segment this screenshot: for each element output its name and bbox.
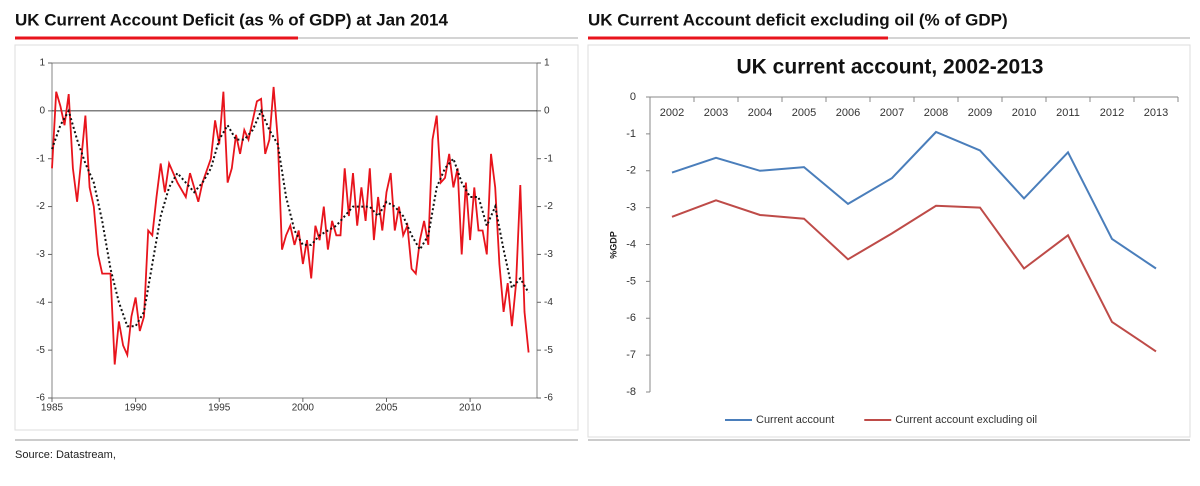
y-tick-label: -6 — [36, 393, 45, 404]
y-tick-label: -8 — [626, 386, 636, 398]
y-tick-label: -4 — [36, 297, 45, 308]
x-tick-label: 2010 — [459, 403, 482, 414]
x-tick-label: 2005 — [792, 107, 816, 119]
chart-frame — [587, 44, 1191, 438]
x-tick-label: 2012 — [1100, 107, 1124, 119]
x-tick-label: 2007 — [880, 107, 904, 119]
x-tick-label: 1990 — [124, 403, 147, 414]
x-tick-label: 2013 — [1144, 107, 1168, 119]
y-tick-label: -3 — [36, 249, 45, 260]
y2-tick-label: 1 — [544, 58, 550, 69]
y-tick-label: -2 — [626, 165, 636, 177]
panel-title: UK Current Account Deficit (as % of GDP)… — [15, 10, 449, 29]
y-tick-label: -1 — [626, 128, 636, 140]
y-tick-label: -3 — [626, 202, 636, 214]
y-tick-label: 1 — [39, 58, 45, 69]
chart-frame — [14, 44, 579, 431]
chart-title: UK current account, 2002-2013 — [737, 56, 1044, 79]
y2-tick-label: -6 — [544, 393, 553, 404]
series-line — [51, 108, 530, 328]
y2-tick-label: -1 — [544, 153, 553, 164]
x-tick-label: 2008 — [924, 107, 948, 119]
x-tick-label: 1995 — [208, 403, 231, 414]
x-tick-label: 2009 — [968, 107, 992, 119]
series-line — [51, 86, 530, 365]
series-line — [671, 130, 1157, 270]
y2-tick-label: 0 — [544, 105, 550, 116]
x-tick-label: 2010 — [1012, 107, 1036, 119]
legend-label: Current account — [756, 414, 834, 426]
x-tick-label: 2011 — [1056, 107, 1080, 119]
x-tick-label: 2003 — [704, 107, 728, 119]
y-tick-label: 0 — [630, 91, 636, 103]
x-tick-label: 2002 — [660, 107, 684, 119]
y-tick-label: -5 — [626, 275, 636, 287]
y-tick-label: -6 — [626, 312, 636, 324]
y-tick-label: -1 — [36, 153, 45, 164]
x-tick-label: 2000 — [292, 403, 315, 414]
y-tick-label: -5 — [36, 345, 45, 356]
x-tick-label: 2006 — [836, 107, 860, 119]
panel-title: UK Current Account deficit excluding oil… — [588, 10, 1008, 29]
y-tick-label: -7 — [626, 349, 636, 361]
y-axis-label: %GDP — [608, 231, 618, 259]
series-line — [671, 199, 1157, 353]
y2-tick-label: -3 — [544, 249, 553, 260]
y-tick-label: -2 — [36, 201, 45, 212]
y-tick-label: 0 — [39, 105, 45, 116]
y2-tick-label: -4 — [544, 297, 553, 308]
plot-frame — [51, 62, 538, 399]
x-tick-label: 1985 — [41, 403, 64, 414]
y2-tick-label: -2 — [544, 201, 553, 212]
y-tick-label: -4 — [626, 238, 636, 250]
x-tick-label: 2005 — [375, 403, 398, 414]
x-tick-label: 2004 — [748, 107, 772, 119]
legend-label: Current account excluding oil — [895, 414, 1037, 426]
source-note: Source: Datastream, — [15, 449, 116, 461]
y2-tick-label: -5 — [544, 345, 553, 356]
